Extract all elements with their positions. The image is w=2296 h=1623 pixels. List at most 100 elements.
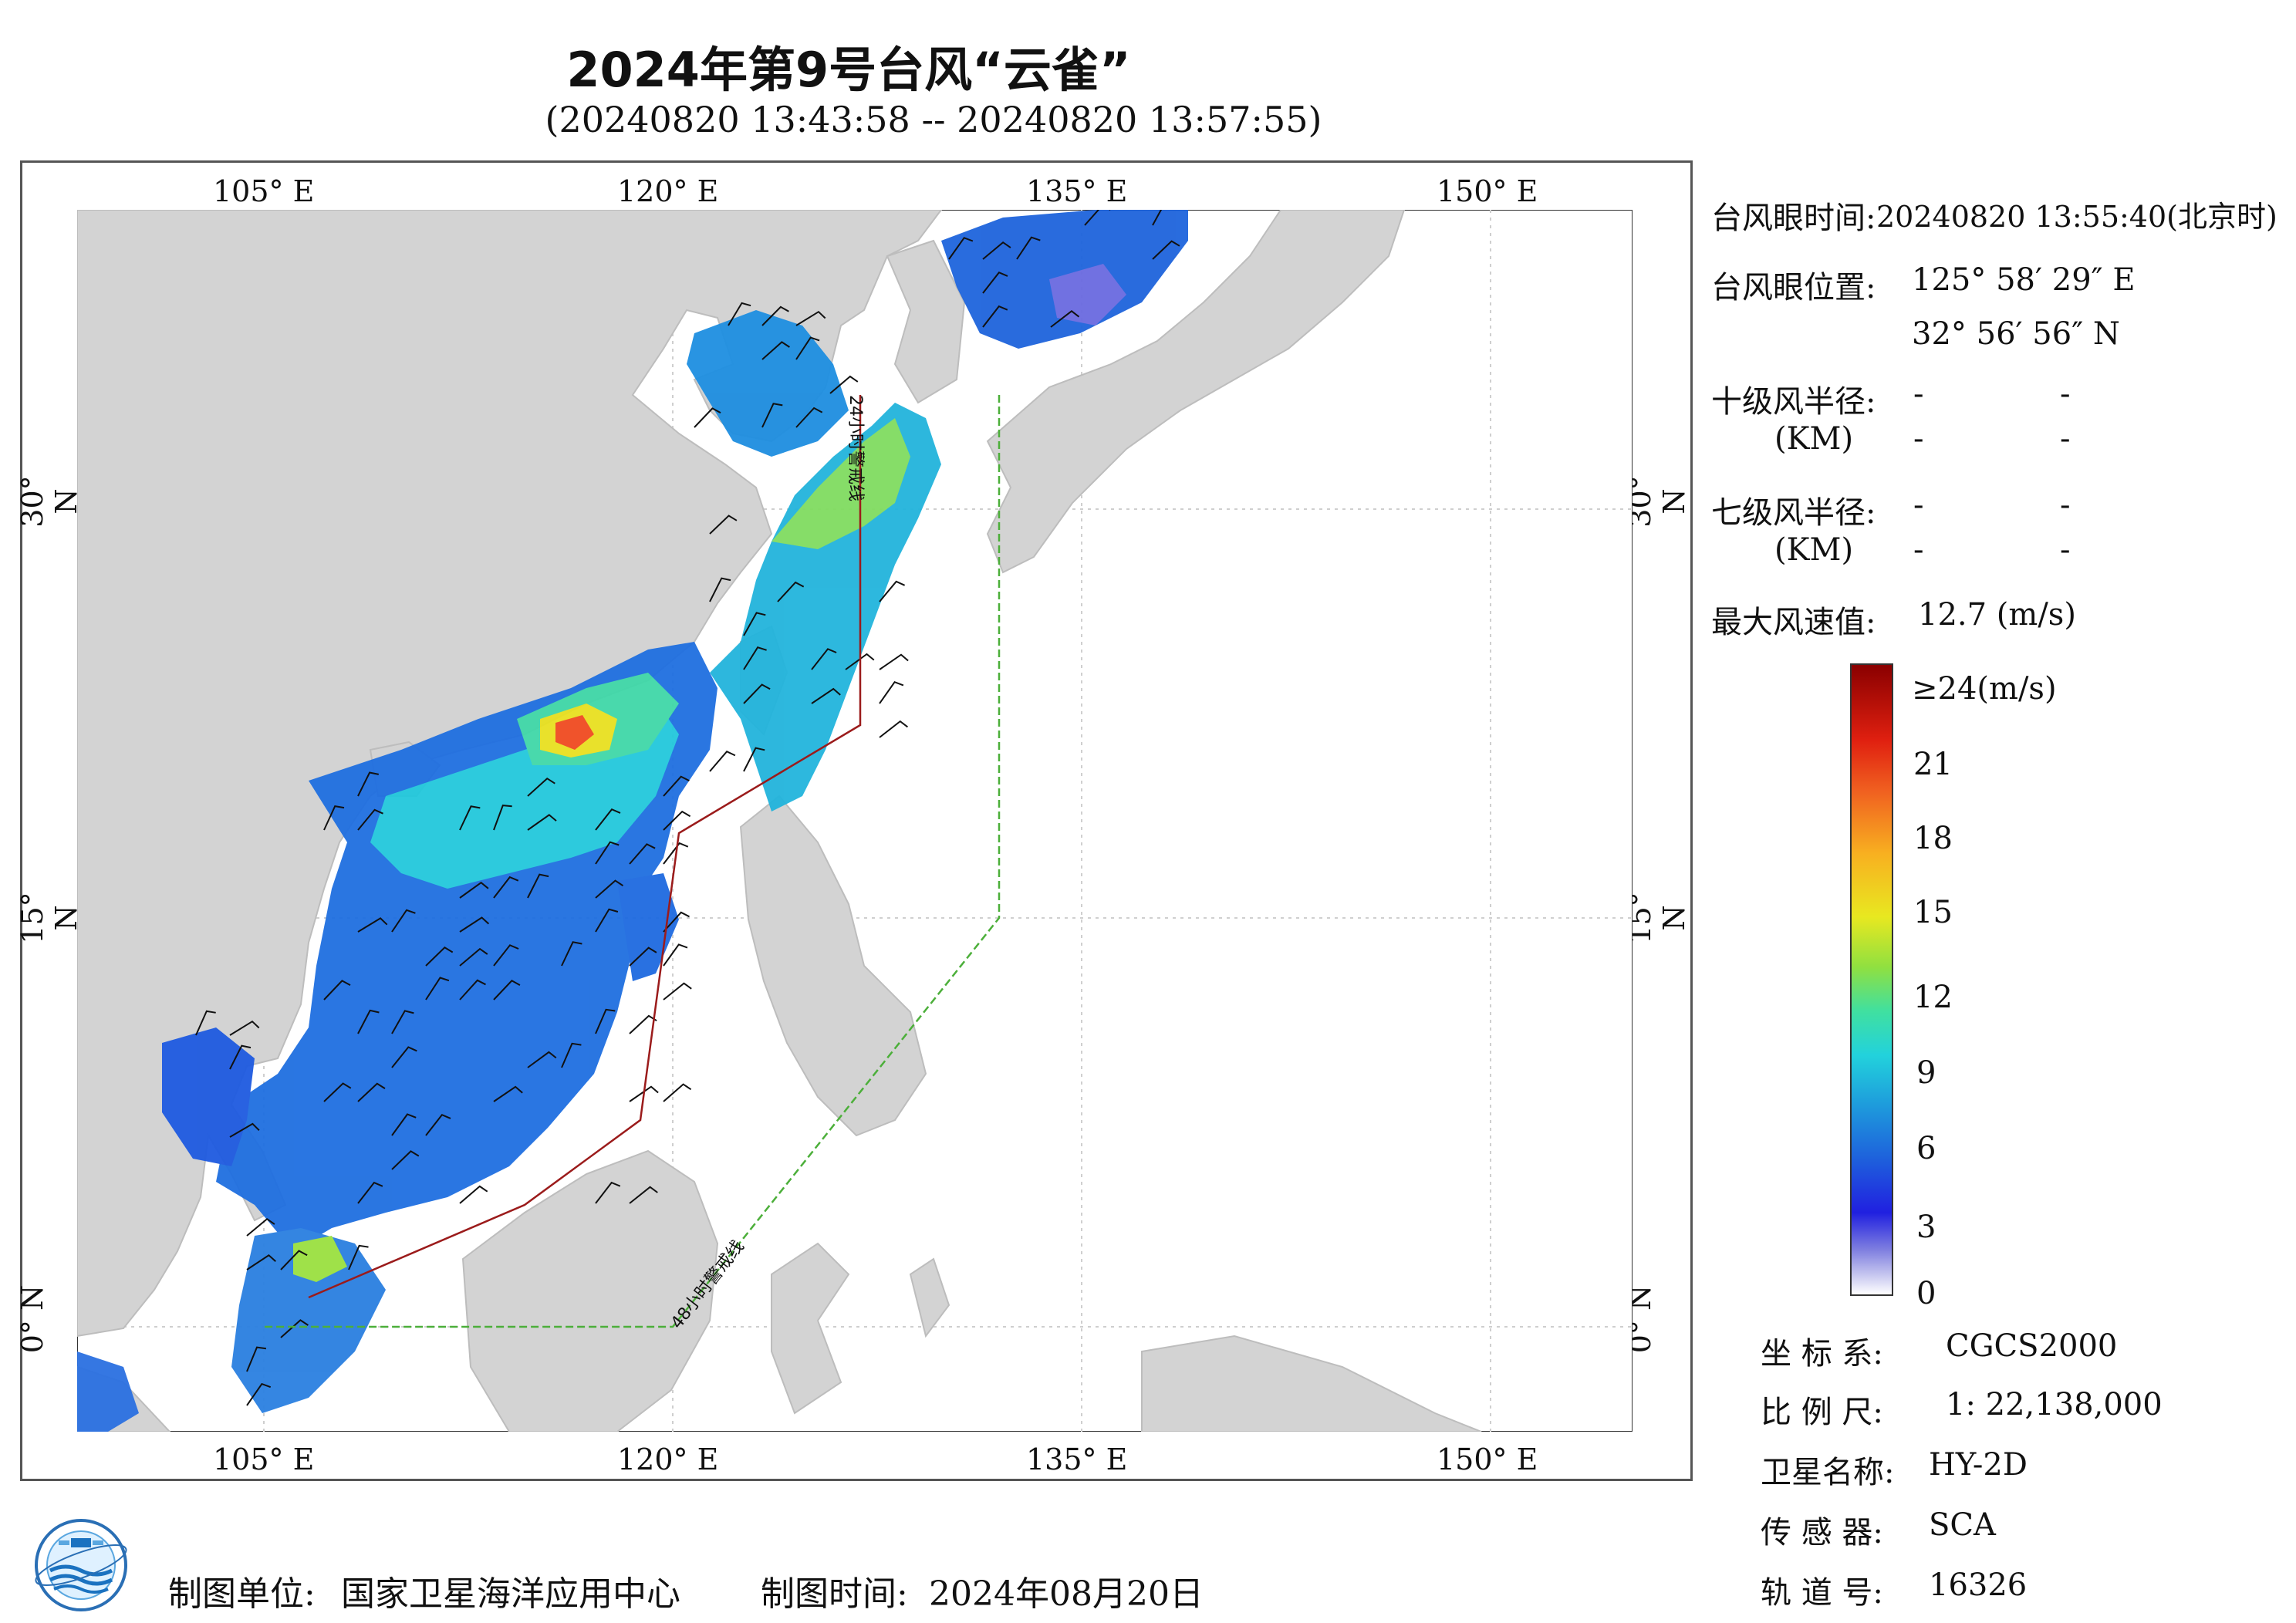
wind-barb [709, 750, 736, 772]
swath-malacca-green [293, 1236, 347, 1282]
map-frame [20, 160, 1693, 1481]
wind-barb [459, 979, 486, 1000]
wind-barb [982, 271, 1008, 294]
eye-time-value: 20240820 13:55:40(北京时) [1876, 200, 2277, 234]
wind-barb [459, 805, 481, 831]
wind-barb [425, 977, 450, 1000]
wind-barb [709, 515, 738, 535]
warning-line-24h-label: 24小时警戒线 [846, 395, 865, 501]
wind-barb [357, 1181, 383, 1204]
r10-label: 十级风半径: [1711, 384, 1876, 420]
date-value: 2024年08月20日 [929, 1574, 1204, 1614]
wind-barb [743, 683, 771, 704]
top-lon-label-120: 120° E [617, 174, 719, 208]
colorbar-tick: 3 [1916, 1210, 1936, 1245]
colorbar-tick: 12 [1913, 980, 1953, 1015]
swath-hotspot-red [555, 715, 594, 750]
wind-barb [595, 808, 621, 831]
wind-barb [795, 407, 823, 428]
wind-barb [879, 653, 909, 670]
satellite-value: HY-2D [1929, 1447, 2028, 1483]
wind-barb [663, 982, 692, 1000]
wind-barb [811, 687, 841, 704]
wind-barb [743, 747, 765, 772]
wind-barb [280, 1250, 308, 1270]
wind-barb [357, 771, 380, 797]
wind-barb [982, 241, 1011, 260]
wind-barb [391, 1010, 414, 1034]
wind-barb [663, 1083, 692, 1102]
wind-barb [629, 946, 657, 967]
wind-barb [229, 1122, 260, 1138]
r7-dash-1: - [1913, 488, 1924, 523]
wind-barb [357, 917, 388, 933]
wind-barb [391, 1113, 417, 1136]
wind-barb [595, 1008, 616, 1034]
wind-barb [246, 1217, 275, 1237]
eye-lat-value: 32° 56′ 56″ N [1912, 316, 2120, 352]
r7-km-label: (KM) [1774, 532, 1854, 568]
wind-barb [845, 653, 875, 670]
wind-barb [323, 805, 345, 831]
wind-barb [323, 980, 351, 1000]
wind-barb [459, 1185, 488, 1204]
colorbar-top-label: ≥24(m/s) [1912, 671, 2057, 707]
swath-gulf-thailand [162, 1027, 255, 1166]
wind-barb [777, 581, 805, 602]
wind-barb [595, 879, 624, 899]
scale-value: 1: 22,138,000 [1946, 1387, 2163, 1422]
r10-dash-3: - [1913, 421, 1924, 457]
swath-yellow-sea [687, 310, 849, 457]
japan-islands [986, 210, 1406, 574]
max-wind-label: 最大风速值: [1711, 605, 1876, 640]
wind-barb [595, 908, 619, 933]
wind-barb [246, 1382, 272, 1406]
map-title: 2024年第9号台风“云雀” [566, 42, 1131, 98]
eye-lon-value: 125° 58′ 29″ E [1912, 262, 2136, 298]
wind-barb [982, 305, 1008, 328]
orbit-label: 轨 道 号: [1761, 1575, 1883, 1611]
wind-barb [391, 909, 416, 933]
r7-label: 七级风半径: [1711, 495, 1876, 531]
wind-barb [493, 944, 519, 967]
wind-barb [527, 814, 557, 831]
wind-field-map: 24小时警戒线 48小时警戒线 [77, 210, 1633, 1432]
wind-barb [948, 237, 974, 260]
r7-dash-3: - [1913, 532, 1924, 568]
wind-speed-swath [77, 210, 1188, 1432]
r10-dash-4: - [2060, 421, 2071, 457]
wind-barb [527, 873, 549, 899]
wind-barb [761, 341, 790, 360]
top-lon-label-105: 105° E [213, 174, 315, 208]
sensor-label: 传 感 器: [1761, 1515, 1883, 1550]
scale-label: 比 例 尺: [1761, 1395, 1883, 1430]
wind-barb [459, 916, 490, 933]
r7-dash-2: - [2060, 488, 2071, 523]
wind-barb [629, 843, 656, 865]
wind-barb [1152, 240, 1180, 260]
top-lon-label-150: 150° E [1437, 174, 1538, 208]
wind-barb [493, 805, 512, 831]
wind-barb [761, 403, 783, 428]
r10-dash-1: - [1913, 376, 1924, 412]
wind-barb [761, 305, 789, 326]
wind-barb [391, 1150, 420, 1170]
colorbar-tick: 6 [1916, 1131, 1936, 1166]
right-lat-label-0: 0° N [1623, 1284, 1657, 1354]
wind-barb [728, 302, 751, 326]
crs-value: CGCS2000 [1946, 1328, 2118, 1364]
wind-barb [743, 646, 767, 670]
wind-barb [493, 1085, 523, 1102]
wind-barb [561, 941, 582, 967]
wind-barb [795, 336, 820, 360]
wind-barb [280, 1319, 309, 1338]
wind-barb [229, 1044, 252, 1070]
sulawesi [771, 1242, 850, 1415]
wind-barb [527, 777, 555, 797]
new-guinea [1141, 1335, 1482, 1432]
satellite-label: 卫星名称: [1761, 1455, 1895, 1490]
wind-barb [811, 648, 837, 670]
bottom-lon-label-150: 150° E [1437, 1442, 1538, 1476]
swath-east-china-green [772, 418, 910, 549]
wind-barb [348, 1244, 369, 1270]
